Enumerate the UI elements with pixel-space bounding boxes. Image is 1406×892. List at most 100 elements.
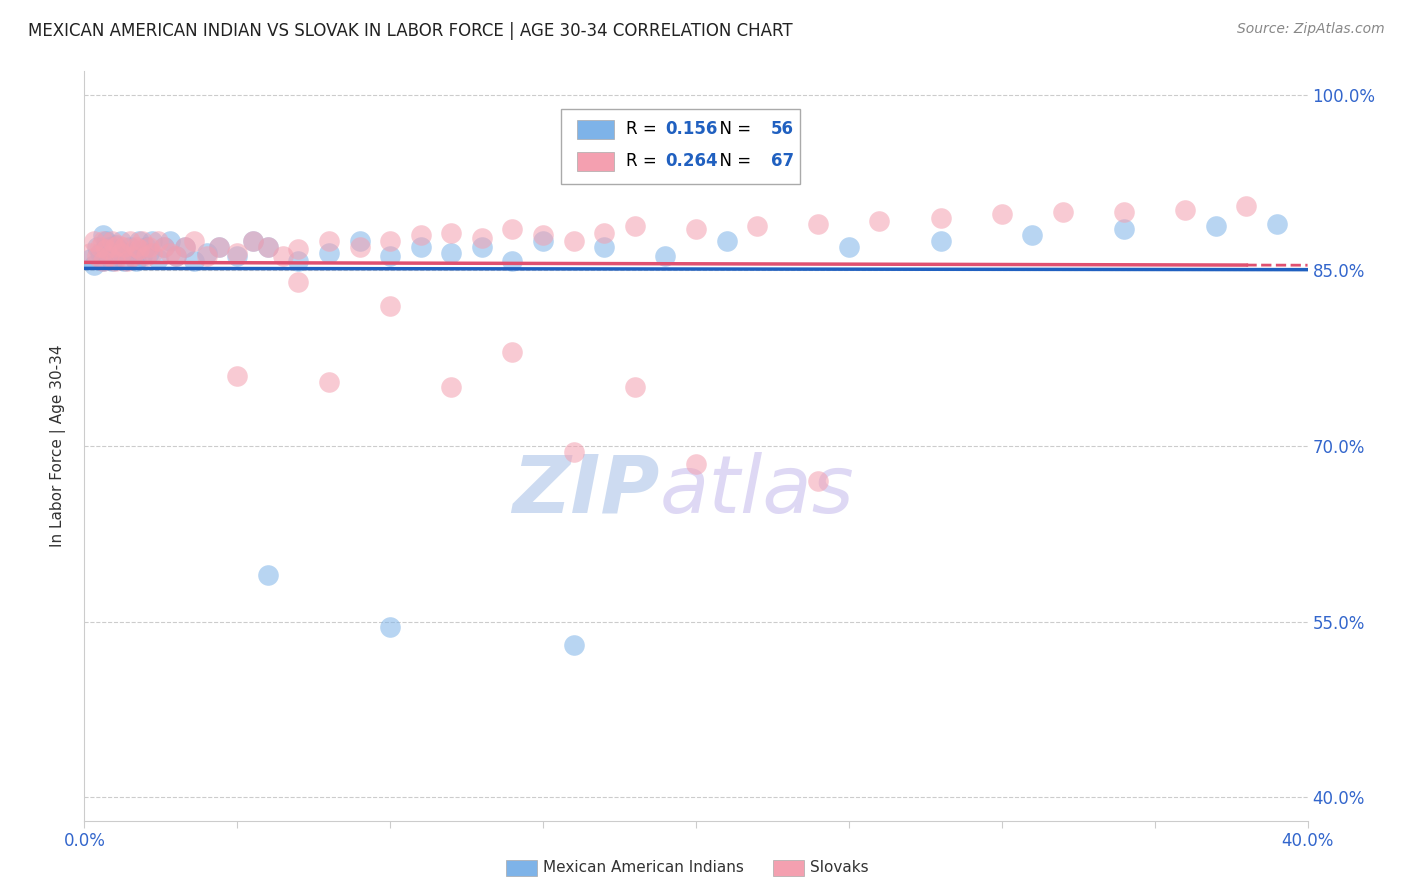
Point [208,240,231,254]
Point [318,375,340,389]
Point [86,240,108,254]
Point [380,234,402,248]
Point [409,240,432,254]
Point [112,254,135,268]
Point [838,240,860,254]
Point [1021,228,1043,243]
Point [195,249,218,263]
Point [440,380,463,394]
Point [1114,222,1136,236]
Text: Source: ZipAtlas.com: Source: ZipAtlas.com [1237,22,1385,37]
Point [110,234,132,248]
Point [131,249,153,263]
Point [624,380,647,394]
Point [83,258,105,272]
Point [165,249,187,263]
Text: R =: R = [626,153,662,170]
Point [183,234,205,248]
Point [104,254,127,268]
Point [94,243,117,257]
Point [440,245,463,260]
Point [807,474,830,488]
Point [104,252,127,266]
Point [685,222,707,236]
Text: atlas: atlas [659,452,853,530]
Point [502,254,524,268]
Point [1052,205,1074,219]
Y-axis label: In Labor Force | Age 30-34: In Labor Force | Age 30-34 [49,344,66,548]
Point [135,249,157,263]
Point [226,368,249,383]
Point [104,240,127,254]
Text: 56: 56 [770,120,793,138]
Point [349,240,371,254]
Point [624,219,647,233]
Point [991,207,1014,221]
Point [89,240,111,254]
Point [440,226,463,240]
Point [287,243,309,257]
Point [242,234,264,248]
Point [110,245,132,260]
Point [380,620,402,634]
Point [122,249,145,263]
Bar [578,153,614,171]
Point [135,240,157,254]
Point [141,234,163,248]
Point [115,254,138,268]
Point [94,234,117,248]
Point [174,240,197,254]
Text: Slovaks: Slovaks [810,861,869,875]
Point [593,240,616,254]
FancyBboxPatch shape [561,109,800,184]
Point [138,245,160,260]
Point [747,219,769,233]
Point [562,234,585,248]
Point [208,240,231,254]
Point [287,254,309,268]
Point [101,254,124,268]
Point [929,234,952,248]
Point [125,240,148,254]
Point [125,254,148,268]
Point [1174,202,1197,217]
Point [226,245,249,260]
Point [131,234,153,248]
Point [159,245,181,260]
Text: ZIP: ZIP [512,452,659,530]
Point [165,249,187,263]
Text: N =: N = [710,120,756,138]
Point [153,240,176,254]
Point [104,237,127,252]
Point [380,249,402,263]
Point [531,234,554,248]
Point [380,298,402,313]
Point [349,234,371,248]
Point [107,243,129,257]
Text: 0.156: 0.156 [665,120,718,138]
Point [159,234,181,248]
Point [115,245,138,260]
Point [242,234,264,248]
Point [287,275,309,289]
Point [562,638,585,652]
Text: MEXICAN AMERICAN INDIAN VS SLOVAK IN LABOR FORCE | AGE 30-34 CORRELATION CHART: MEXICAN AMERICAN INDIAN VS SLOVAK IN LAB… [28,22,793,40]
Point [257,240,280,254]
Point [593,226,616,240]
Point [128,234,150,248]
Point [409,228,432,243]
Point [86,249,108,263]
Point [471,240,494,254]
Point [120,240,142,254]
Point [531,228,554,243]
Point [685,457,707,471]
Point [97,249,120,263]
Point [153,240,176,254]
Point [83,234,105,248]
Point [318,245,340,260]
Point [174,240,197,254]
Bar [578,120,614,139]
Point [91,254,114,268]
Point [79,245,101,260]
Point [562,445,585,459]
